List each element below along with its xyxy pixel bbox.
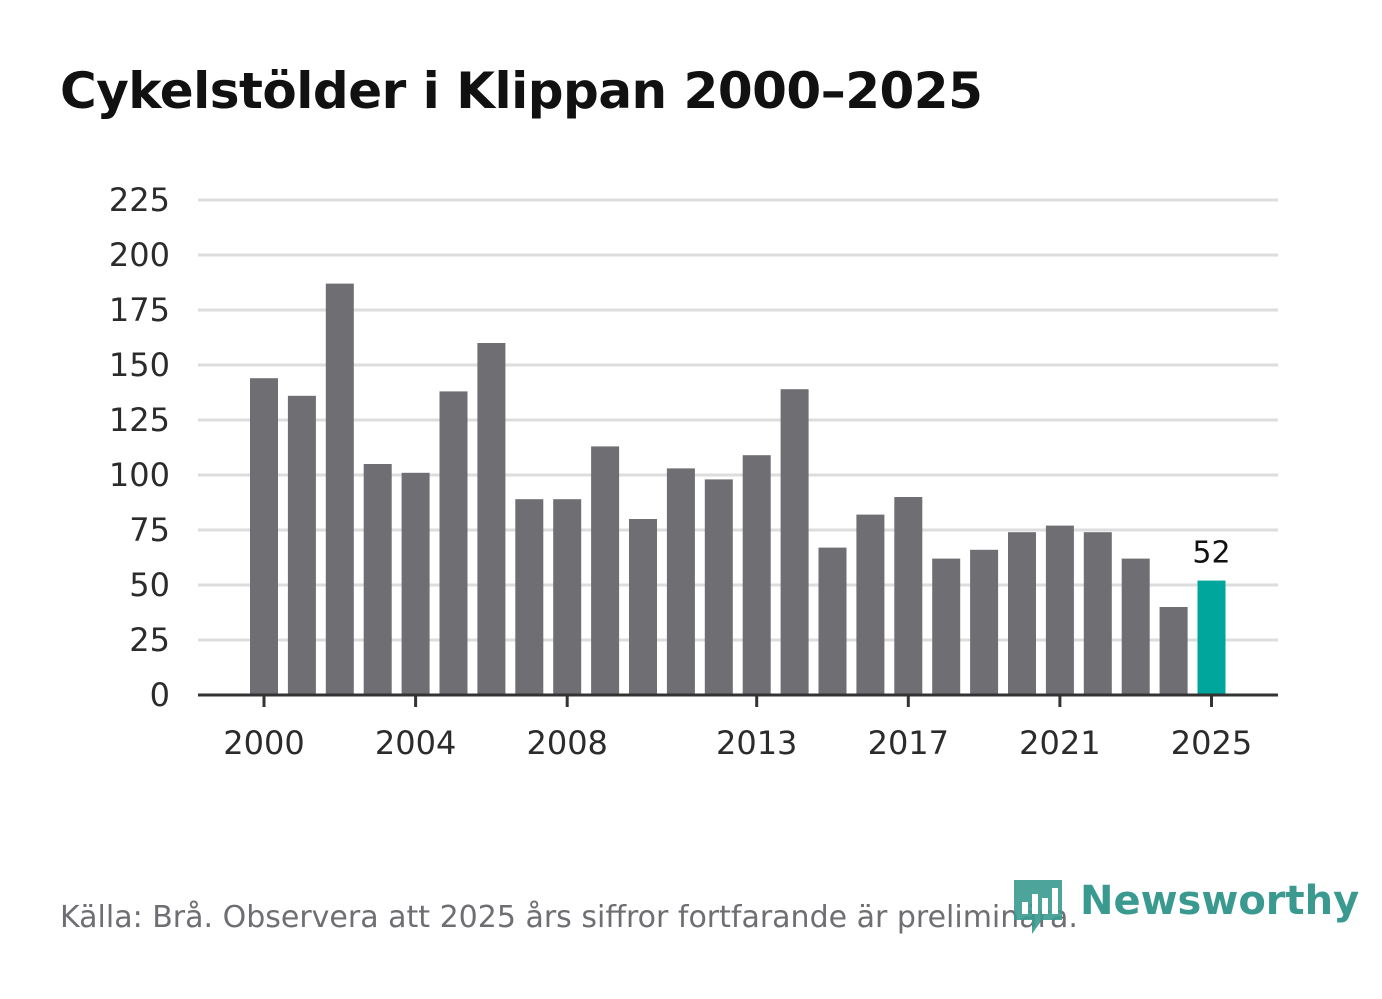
bar-2014 bbox=[780, 389, 809, 695]
newsworthy-logo-icon bbox=[1014, 880, 1062, 934]
bar-2023 bbox=[1121, 558, 1150, 695]
x-tick-label-2021: 2021 bbox=[1019, 724, 1100, 762]
bar-2009 bbox=[591, 446, 620, 695]
x-tick-label-2025: 2025 bbox=[1171, 724, 1252, 762]
bar-2013 bbox=[742, 455, 771, 695]
y-tick-label-150: 150 bbox=[109, 346, 170, 384]
data-labels: 52 bbox=[1192, 536, 1230, 571]
y-tick-label-125: 125 bbox=[109, 401, 170, 439]
y-tick-label-200: 200 bbox=[109, 236, 170, 274]
y-tick-label-50: 50 bbox=[129, 566, 170, 604]
bar-2011 bbox=[666, 468, 695, 695]
y-tick-label-25: 25 bbox=[129, 621, 170, 659]
bar-2017 bbox=[894, 497, 923, 695]
bar-2018 bbox=[932, 558, 961, 695]
chart-title: Cykelstölder i Klippan 2000–2025 bbox=[60, 62, 983, 120]
source-note: Källa: Brå. Observera att 2025 års siffr… bbox=[60, 900, 1078, 935]
bar-2025 bbox=[1197, 580, 1226, 695]
bar-2021 bbox=[1045, 525, 1074, 695]
bar-2006 bbox=[477, 343, 506, 695]
bar-2002 bbox=[325, 283, 354, 695]
y-tick-label-100: 100 bbox=[109, 456, 170, 494]
bar-2020 bbox=[1008, 532, 1036, 695]
data-label-2025: 52 bbox=[1192, 536, 1230, 571]
x-tick-label-2008: 2008 bbox=[526, 724, 607, 762]
brand-name: Newsworthy bbox=[1080, 878, 1360, 924]
x-tick-label-2000: 2000 bbox=[223, 724, 304, 762]
bar-2004 bbox=[401, 472, 430, 695]
bar-2015 bbox=[818, 547, 847, 695]
y-axis-ticks: 0 25 50 75 100 125 150 175 200 225 bbox=[109, 181, 170, 714]
bar-2024 bbox=[1159, 607, 1188, 695]
y-tick-label-175: 175 bbox=[109, 291, 170, 329]
bars bbox=[250, 283, 1226, 695]
bar-2007 bbox=[515, 499, 544, 695]
x-axis: 2000 2004 2008 2013 2017 2021 2025 bbox=[198, 693, 1278, 762]
gridlines bbox=[198, 198, 1278, 642]
y-tick-label-75: 75 bbox=[129, 511, 170, 549]
bar-2005 bbox=[439, 391, 468, 695]
bar-2012 bbox=[704, 479, 733, 695]
bar-2003 bbox=[363, 464, 392, 695]
y-tick-label-0: 0 bbox=[150, 676, 170, 714]
bar-2022 bbox=[1083, 532, 1112, 695]
x-tick-label-2017: 2017 bbox=[868, 724, 949, 762]
bar-2001 bbox=[287, 395, 316, 695]
bar-2019 bbox=[970, 549, 999, 695]
x-tick-label-2004: 2004 bbox=[375, 724, 456, 762]
y-tick-label-225: 225 bbox=[109, 181, 170, 219]
bar-2016 bbox=[856, 514, 885, 695]
bar-2010 bbox=[629, 519, 657, 695]
x-tick-label-2013: 2013 bbox=[716, 724, 797, 762]
bar-2008 bbox=[553, 499, 582, 695]
bar-2000 bbox=[250, 378, 278, 695]
